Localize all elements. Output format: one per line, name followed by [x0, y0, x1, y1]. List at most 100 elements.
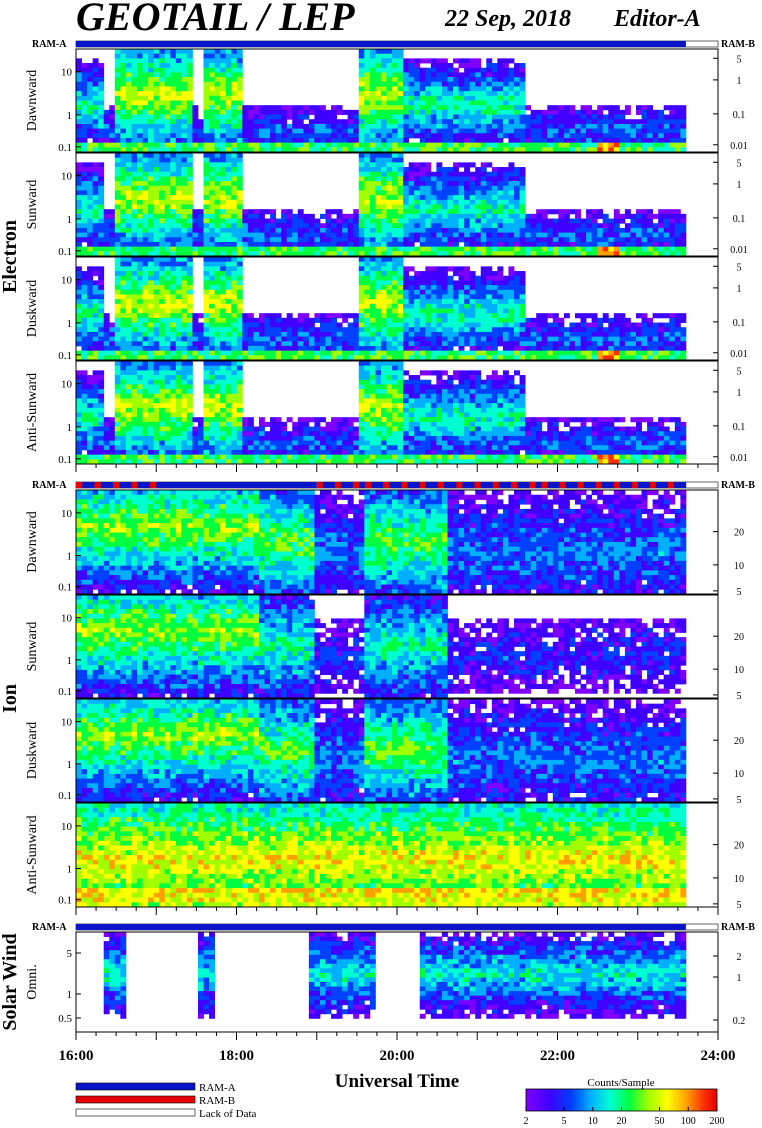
heat-cell [231, 262, 237, 267]
heat-cell [181, 341, 187, 346]
heat-cell [143, 138, 149, 143]
heat-cell [115, 280, 121, 285]
heat-cell [181, 271, 187, 276]
heat-cell [231, 105, 237, 110]
heat-cell [425, 68, 431, 73]
heat-cell [375, 280, 381, 285]
heat-cell [143, 129, 149, 134]
heat-cell [370, 257, 376, 262]
ram-label-right: RAM-B [721, 480, 755, 491]
heat-cell [170, 181, 176, 186]
heat-cell [420, 172, 426, 177]
heat-cell [398, 115, 404, 120]
heat-cell [442, 209, 448, 214]
heat-cell [337, 332, 343, 337]
heat-cell [475, 200, 481, 205]
heat-cell [76, 162, 82, 167]
heat-cell [542, 110, 548, 115]
heat-cell [625, 237, 631, 242]
heat-cell [192, 129, 198, 134]
heat-cell [642, 129, 648, 134]
heat-cell [475, 237, 481, 242]
heat-cell [514, 186, 520, 191]
heat-cell [137, 257, 143, 262]
heat-cell [104, 228, 110, 233]
heat-cell [459, 247, 465, 252]
heat-cell [403, 138, 409, 143]
heat-cell [165, 327, 171, 332]
heat-cell [442, 318, 448, 323]
heat-cell [497, 172, 503, 177]
heat-cell [115, 304, 121, 309]
heat-cell [586, 209, 592, 214]
heat-cell [87, 276, 93, 281]
heat-cell [126, 346, 132, 351]
heat-cell [403, 309, 409, 314]
heat-cell [525, 327, 531, 332]
heat-cell [176, 167, 182, 172]
ram-segment [596, 482, 602, 488]
heat-cell [154, 285, 160, 290]
heat-cell [154, 54, 160, 59]
heat-cell [209, 129, 215, 134]
heat-cell [425, 346, 431, 351]
heat-cell [375, 124, 381, 129]
heat-cell [486, 351, 492, 356]
heat-cell [375, 266, 381, 271]
heat-cell [425, 124, 431, 129]
heat-cell [148, 285, 154, 290]
heat-cell [459, 176, 465, 181]
heat-cell [508, 167, 514, 172]
heat-cell [597, 237, 603, 242]
heat-cell [231, 200, 237, 205]
heat-cell [337, 129, 343, 134]
heat-cell [508, 219, 514, 224]
heat-cell [303, 124, 309, 129]
heat-cell [342, 346, 348, 351]
heat-cell [87, 162, 93, 167]
heat-cell [514, 313, 520, 318]
heat-cell [542, 323, 548, 328]
heat-cell [209, 63, 215, 68]
heat-cell [447, 195, 453, 200]
heat-cell [680, 143, 686, 148]
heat-cell [298, 337, 304, 342]
heat-cell [392, 223, 398, 228]
heat-cell [170, 337, 176, 342]
heat-cell [215, 266, 221, 271]
heat-cell [303, 237, 309, 242]
heat-cell [276, 332, 282, 337]
heat-cell [459, 276, 465, 281]
heat-cell [386, 219, 392, 224]
heat-cell [226, 200, 232, 205]
heat-cell [131, 346, 137, 351]
heat-cell [403, 129, 409, 134]
heat-cell [170, 285, 176, 290]
heat-cell [669, 115, 675, 120]
heat-cell [220, 110, 226, 115]
heat-cell [93, 223, 99, 228]
heat-cell [154, 299, 160, 304]
heat-cell [503, 313, 509, 318]
heat-cell [231, 341, 237, 346]
heat-cell [514, 271, 520, 276]
heat-cell [364, 228, 370, 233]
heat-cell [630, 237, 636, 242]
heat-cell [403, 176, 409, 181]
heat-cell [137, 299, 143, 304]
heat-cell [425, 176, 431, 181]
heat-cell [370, 214, 376, 219]
heat-cell [386, 200, 392, 205]
heat-cell [154, 101, 160, 106]
heat-cell [198, 124, 204, 129]
heat-cell [76, 285, 82, 290]
heat-cell [475, 323, 481, 328]
heat-cell [553, 323, 559, 328]
heat-cell [192, 115, 198, 120]
heat-cell [508, 337, 514, 342]
heat-cell [93, 143, 99, 148]
ram-segment [377, 482, 383, 488]
heat-cell [569, 129, 575, 134]
heat-cell [553, 129, 559, 134]
heat-cell [181, 63, 187, 68]
